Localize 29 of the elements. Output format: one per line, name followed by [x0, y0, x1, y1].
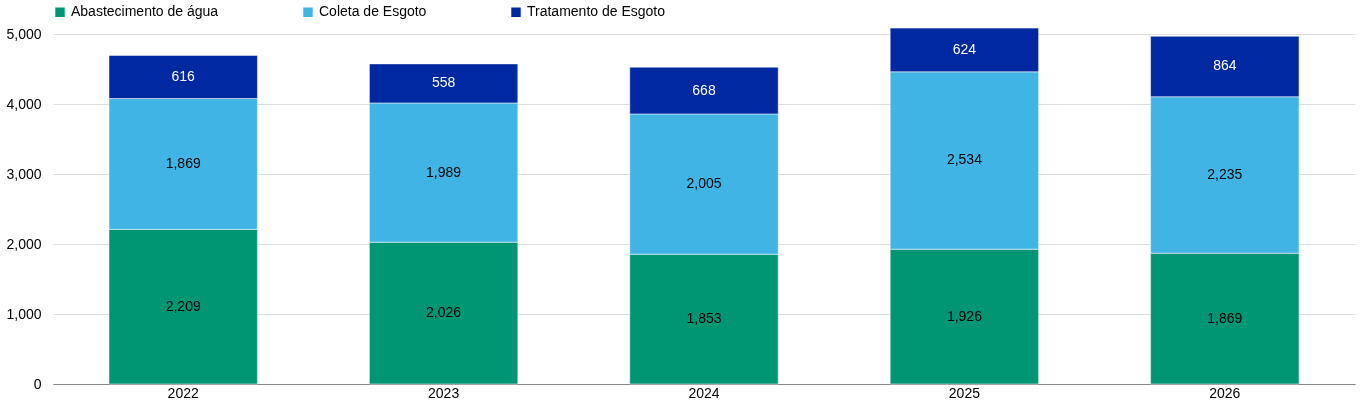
legend-label: Abastecimento de água [71, 3, 219, 20]
x-tick-label: 2026 [1209, 384, 1241, 401]
data-label: 2,005 [686, 175, 722, 192]
y-tick-label: 3,000 [6, 165, 42, 182]
data-label: 616 [171, 67, 196, 84]
x-tick-label: 2024 [688, 384, 720, 401]
legend-label: Tratamento de Esgoto [527, 3, 666, 20]
data-label: 1,869 [165, 154, 201, 171]
y-tick-label: 2,000 [6, 235, 42, 252]
x-tick-label: 2022 [167, 384, 199, 401]
data-label: 2,235 [1207, 165, 1243, 182]
data-label: 2,026 [426, 304, 462, 321]
data-label: 558 [431, 74, 456, 91]
data-label: 2,534 [946, 151, 983, 168]
data-label: 624 [952, 40, 977, 57]
data-label: 2,209 [165, 297, 201, 314]
y-tick-label: 5,000 [6, 25, 42, 42]
data-label: 864 [1213, 57, 1237, 74]
x-tick-label: 2023 [428, 384, 460, 401]
data-label: 1,869 [1207, 309, 1243, 326]
y-tick-label: 1,000 [6, 305, 42, 322]
y-tick-label: 4,000 [6, 95, 42, 112]
data-label: 1,989 [426, 163, 462, 180]
data-label: 668 [692, 81, 716, 98]
data-label: 1,926 [946, 307, 983, 324]
x-tick-label: 2025 [948, 384, 981, 401]
legend-label: Coleta de Esgoto [319, 3, 427, 20]
y-tick-label: 0 [33, 375, 42, 392]
data-label: 1,853 [686, 310, 722, 327]
